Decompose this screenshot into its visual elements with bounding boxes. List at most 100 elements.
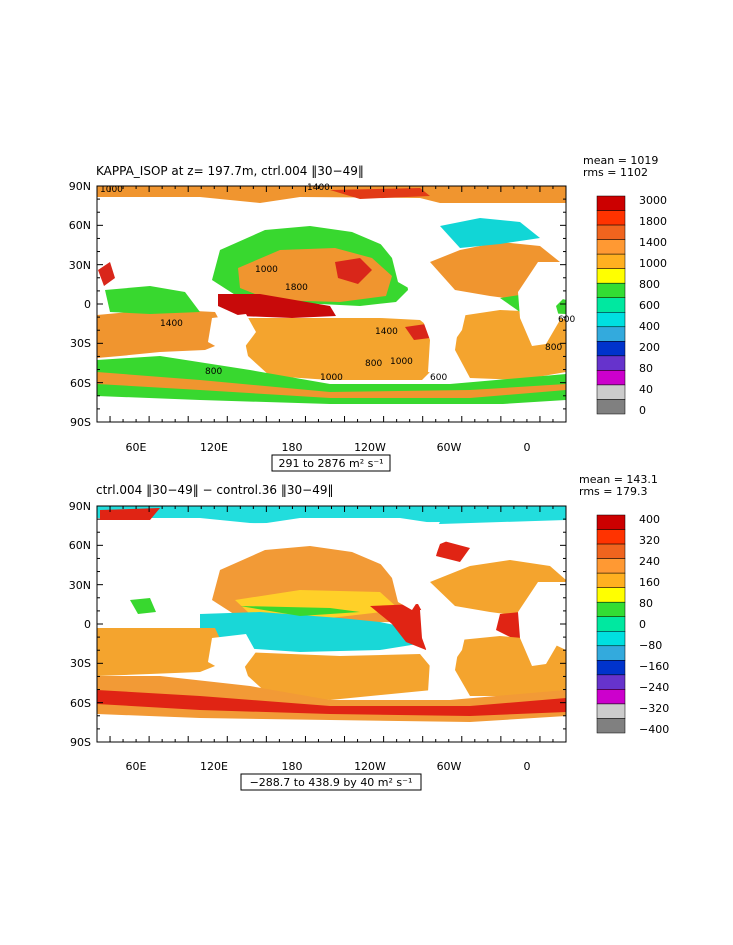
colorbar-label: 40 <box>639 383 653 396</box>
colorbar-swatch <box>596 268 626 284</box>
colorbar-swatch <box>596 543 626 559</box>
range-text: −288.7 to 438.9 by 40 m² s⁻¹ <box>250 776 413 789</box>
colorbar-label: −240 <box>639 681 669 694</box>
field-equatorial-pacific <box>218 294 336 318</box>
colorbar-label: 160 <box>639 576 660 589</box>
colorbar-label: 1800 <box>639 215 667 228</box>
land-australia <box>208 314 256 352</box>
lat-label: 60S <box>70 377 91 390</box>
lat-label: 30S <box>70 657 91 670</box>
colorbar-swatch <box>596 282 626 298</box>
colorbar-swatch <box>596 645 626 661</box>
colorbar-swatch <box>596 297 626 313</box>
lon-label: 180 <box>282 760 303 773</box>
field-eq-green <box>240 606 360 616</box>
range-box <box>240 773 422 791</box>
land-antarctica <box>97 404 566 408</box>
field-sp-hot <box>405 324 430 340</box>
field-indian-north <box>105 286 200 314</box>
colorbar-swatch <box>596 370 626 386</box>
colorbar-label: 320 <box>639 534 660 547</box>
colorbar-label: 200 <box>639 341 660 354</box>
field-indian-green <box>130 598 156 614</box>
colorbar-swatch <box>596 195 626 211</box>
land-south-america <box>420 290 468 374</box>
contour-label: 800 <box>365 359 382 369</box>
land-mask <box>97 203 566 408</box>
colorbar-swatch <box>596 210 626 226</box>
colorbar-swatch <box>596 399 626 415</box>
lon-label: 0 <box>524 441 531 454</box>
field-south-pacific <box>240 318 435 380</box>
lat-label: 0 <box>84 298 91 311</box>
contour-label: 600 <box>430 373 447 383</box>
rms-stat: rms = 179.3 <box>579 485 647 498</box>
field-southern-ocean-red <box>97 690 566 716</box>
lon-label: 60E <box>126 760 147 773</box>
land-south-america <box>420 610 468 694</box>
range-box <box>271 454 391 472</box>
land-eurasia <box>97 203 440 285</box>
colorbar-swatch <box>596 514 626 530</box>
colorbar-label: 80 <box>639 597 653 610</box>
land-africa <box>518 582 566 666</box>
colorbar-label: 3000 <box>639 194 667 207</box>
lat-label: 0 <box>84 618 91 631</box>
field-arctic-red <box>100 508 160 520</box>
map-panel-top: KAPPA_ISOP at z= 197.7m, ctrl.004 ‖30−49… <box>69 154 667 472</box>
field-west-pacific-hot <box>98 262 115 286</box>
colorbar-label: −80 <box>639 639 662 652</box>
field-np-hot <box>335 258 372 284</box>
field-indian <box>97 310 230 358</box>
land-mask <box>97 522 566 742</box>
contour-label: 1400 <box>160 319 183 329</box>
colorbar-label: 80 <box>639 362 653 375</box>
colorbar-swatch <box>596 718 626 734</box>
contour-label: 1800 <box>285 283 308 293</box>
contour-label: 1400 <box>375 327 398 337</box>
colorbar-swatch <box>596 384 626 400</box>
axis-ticks: 1400 1000 1800 1400 1400 1000 800 600 1000 1000 80… <box>96 183 575 423</box>
map-panel-bottom: ctrl.004 ‖30−49‖ − control.36 ‖30−49‖ me… <box>69 473 669 791</box>
colorbar-swatch <box>596 601 626 617</box>
colorbar-swatch <box>596 616 626 632</box>
colorbar-label: 600 <box>639 299 660 312</box>
lat-label: 90N <box>69 500 91 513</box>
panel-title: KAPPA_ISOP at z= 197.7m, ctrl.004 ‖30−49… <box>96 164 364 178</box>
colorbar-swatch <box>596 355 626 371</box>
panel-title: ctrl.004 ‖30−49‖ − control.36 ‖30−49‖ <box>96 483 333 497</box>
lon-label: 120E <box>200 760 228 773</box>
land-antarctica <box>97 722 566 742</box>
field-arctic <box>97 506 566 524</box>
colorbar-swatch <box>596 660 626 676</box>
field-na-cyan <box>440 218 540 248</box>
mean-stat: mean = 1019 <box>583 154 658 167</box>
field-south-pacific <box>240 652 435 700</box>
lon-label: 60W <box>437 441 462 454</box>
colorbar-swatch <box>596 631 626 647</box>
lon-label: 120E <box>200 441 228 454</box>
mean-stat: mean = 143.1 <box>579 473 658 486</box>
land-north-america <box>374 526 470 610</box>
field-arctic <box>97 186 566 203</box>
lat-label: 60S <box>70 697 91 710</box>
colorbar-swatch <box>596 703 626 719</box>
colorbar-swatch <box>596 239 626 255</box>
colorbar-swatch <box>596 341 626 357</box>
lon-label: 180 <box>282 441 303 454</box>
field-na-red <box>436 540 470 562</box>
contour-label: 1000 <box>100 185 123 195</box>
lat-label: 90S <box>70 416 91 429</box>
contour-label: 800 <box>205 367 222 377</box>
colorbar-label: 240 <box>639 555 660 568</box>
colorbar-label: −320 <box>639 702 669 715</box>
colorbar-swatch <box>596 529 626 545</box>
colorbar-label: 800 <box>639 278 660 291</box>
colorbar-swatch <box>596 587 626 603</box>
field-east-pacific-red <box>370 604 432 650</box>
contour-label: 1000 <box>390 357 413 367</box>
colorbar-swatch <box>596 689 626 705</box>
contour-label: 600 <box>558 315 575 325</box>
lat-label: 60N <box>69 219 91 232</box>
